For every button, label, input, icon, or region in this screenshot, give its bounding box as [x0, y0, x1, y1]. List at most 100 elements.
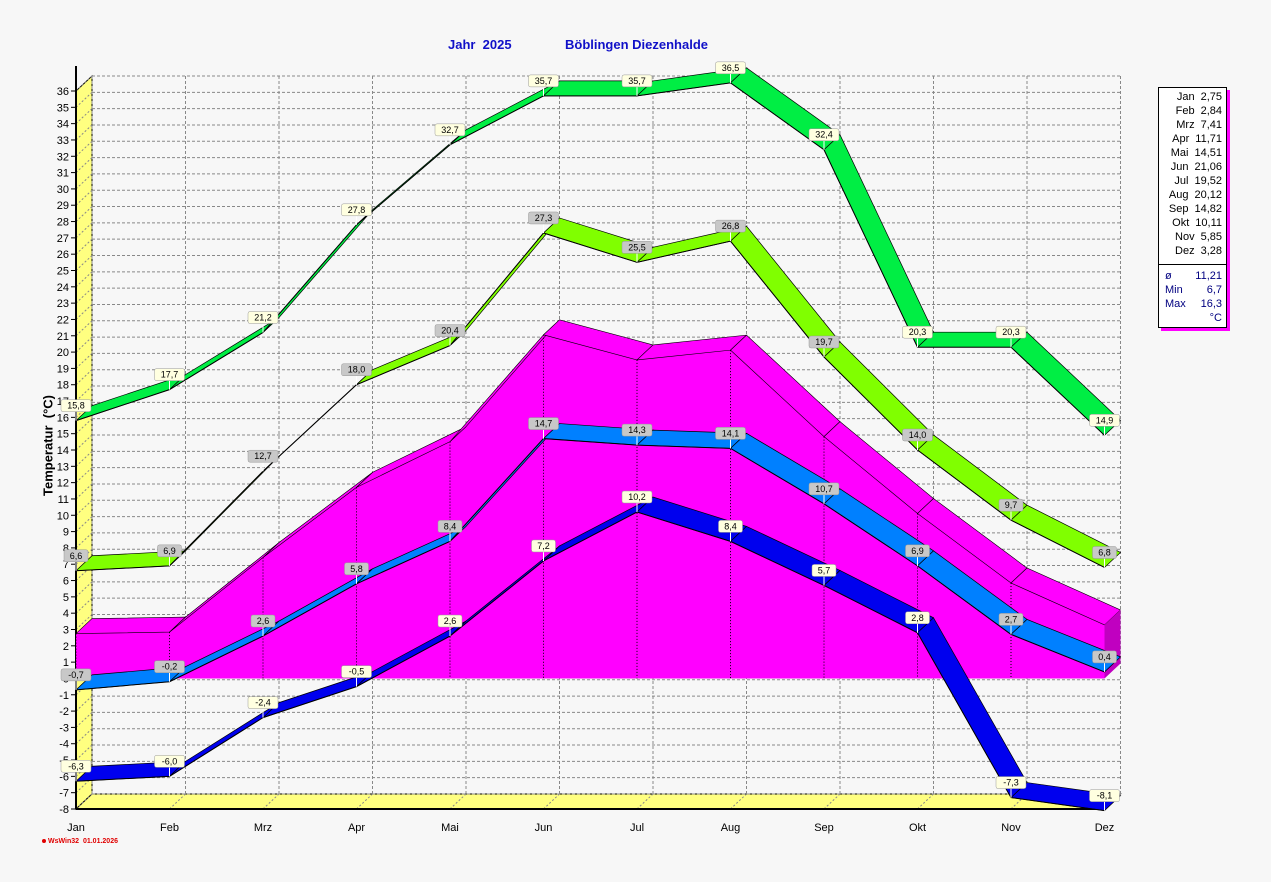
data-label-box	[341, 203, 372, 217]
data-label-box	[902, 325, 933, 339]
chart-title-station: Böblingen Diezenhalde	[565, 37, 709, 52]
y-tick-label: 5	[63, 592, 69, 604]
y-axis-label: Temperatur (°C)	[40, 394, 56, 497]
data-label: 32,7	[441, 125, 459, 135]
data-label: 15,8	[67, 401, 85, 411]
x-tick-label: Jan	[67, 822, 85, 834]
data-label-box	[1092, 650, 1117, 664]
data-label: -2,4	[255, 698, 271, 708]
min-label: Min	[1165, 284, 1183, 296]
y-tick-label: 8	[63, 543, 69, 555]
y-tick-label: 11	[58, 494, 69, 506]
data-label-box	[905, 544, 930, 558]
data-label-box	[154, 755, 185, 768]
data-label-box	[902, 428, 933, 442]
data-label-box	[528, 74, 559, 88]
data-label: 14,1	[722, 428, 740, 438]
y-tick-label: 26	[57, 249, 69, 261]
data-label-box	[154, 660, 185, 673]
data-label: 14,3	[628, 425, 646, 435]
series-line	[75, 82, 1105, 436]
x-tick-label: Feb	[160, 822, 179, 834]
series-absolutes-minimum	[75, 496, 1122, 812]
min-value: 6,7	[1206, 284, 1222, 296]
data-label-box	[434, 123, 466, 137]
series-absolutes-maximum	[75, 67, 1122, 436]
y-tick-label: 13	[57, 461, 69, 473]
data-label-box	[341, 665, 372, 678]
data-label-box	[531, 539, 556, 553]
data-label-box	[1092, 546, 1117, 559]
data-label: 5,8	[350, 564, 363, 574]
data-label: 10,2	[628, 492, 646, 502]
legend-row: Jul 19,52	[1159, 174, 1226, 188]
left-wall	[75, 74, 93, 811]
max-label: Max	[1165, 298, 1186, 310]
floor	[74, 793, 1122, 810]
data-label: 7,2	[537, 541, 550, 551]
monthly-mean-legend: Jan 2,75 Feb 2,84 Mrz 7,41 Apr 11,71 Mai 14,51 Jun…	[1158, 87, 1227, 328]
data-label: 14,9	[1096, 415, 1114, 425]
data-label: -6,0	[162, 756, 178, 766]
data-label: -0,7	[68, 670, 84, 680]
y-tick-label: 6	[63, 576, 69, 588]
y-tick-label: 24	[57, 282, 69, 294]
data-label: 27,8	[348, 205, 366, 215]
data-label-box	[998, 613, 1024, 626]
legend-row: Mai 14,51	[1159, 146, 1226, 160]
y-tick-label: 16	[57, 412, 69, 424]
y-tick-label: 21	[57, 331, 69, 343]
data-label-box	[811, 564, 837, 577]
legend-month: Jan	[1176, 91, 1195, 103]
y-tick-label: 27	[57, 233, 69, 245]
legend-value: 2,84	[1200, 105, 1222, 117]
y-tick-label: -7	[59, 788, 69, 800]
data-label-box	[715, 61, 746, 75]
max-value: 16,3	[1200, 298, 1222, 310]
data-label: 8,4	[444, 521, 457, 531]
data-label: 2,6	[444, 616, 457, 626]
legend-value: 7,41	[1200, 119, 1222, 131]
legend-month: Nov	[1175, 231, 1195, 243]
y-tick-label: -6	[59, 771, 69, 783]
data-label-box	[808, 335, 840, 349]
x-tick-label: Dez	[1095, 822, 1115, 834]
y-tick-label: 4	[63, 608, 69, 620]
data-label: 9,7	[1005, 500, 1018, 510]
data-label-box	[60, 760, 92, 773]
legend-row: Feb 2,84	[1159, 104, 1226, 118]
data-label: 8,4	[724, 521, 737, 531]
data-label: 27,3	[535, 213, 553, 223]
legend-month: Mrz	[1176, 119, 1195, 131]
data-label: -6,3	[68, 761, 84, 771]
data-label-box	[715, 219, 746, 233]
data-label: 10,7	[815, 484, 833, 494]
legend-row: Sep 14,82	[1159, 202, 1226, 216]
y-tick-label: 33	[57, 135, 69, 147]
mean-area-top	[75, 616, 187, 634]
data-label-box	[247, 311, 279, 324]
data-label: -0,5	[349, 667, 365, 677]
legend-average: ø 11,21	[1159, 264, 1226, 283]
x-tick-label: Sep	[814, 822, 834, 834]
data-label-box	[60, 399, 92, 412]
series-line	[75, 438, 1105, 691]
legend-value: 10,11	[1195, 217, 1222, 229]
data-label-box	[63, 549, 89, 563]
legend-value: 3,28	[1200, 245, 1222, 257]
data-label: 21,2	[254, 313, 272, 323]
legend-max: Max 16,3	[1159, 297, 1226, 311]
x-tick-label: Nov	[1001, 822, 1021, 834]
legend-value: 14,51	[1194, 147, 1222, 159]
legend-value: 11,71	[1195, 133, 1222, 145]
legend-value: 5,85	[1200, 231, 1222, 243]
data-label: 20,3	[1002, 327, 1020, 337]
x-tick-label: Jun	[535, 822, 553, 834]
data-label: 20,4	[441, 326, 459, 336]
data-label: 6,6	[70, 551, 83, 561]
data-label: -0,2	[162, 662, 178, 672]
y-tick-label: 9	[63, 527, 69, 539]
y-tick-label: 2	[63, 641, 69, 653]
y-tick-label: 20	[57, 347, 69, 359]
